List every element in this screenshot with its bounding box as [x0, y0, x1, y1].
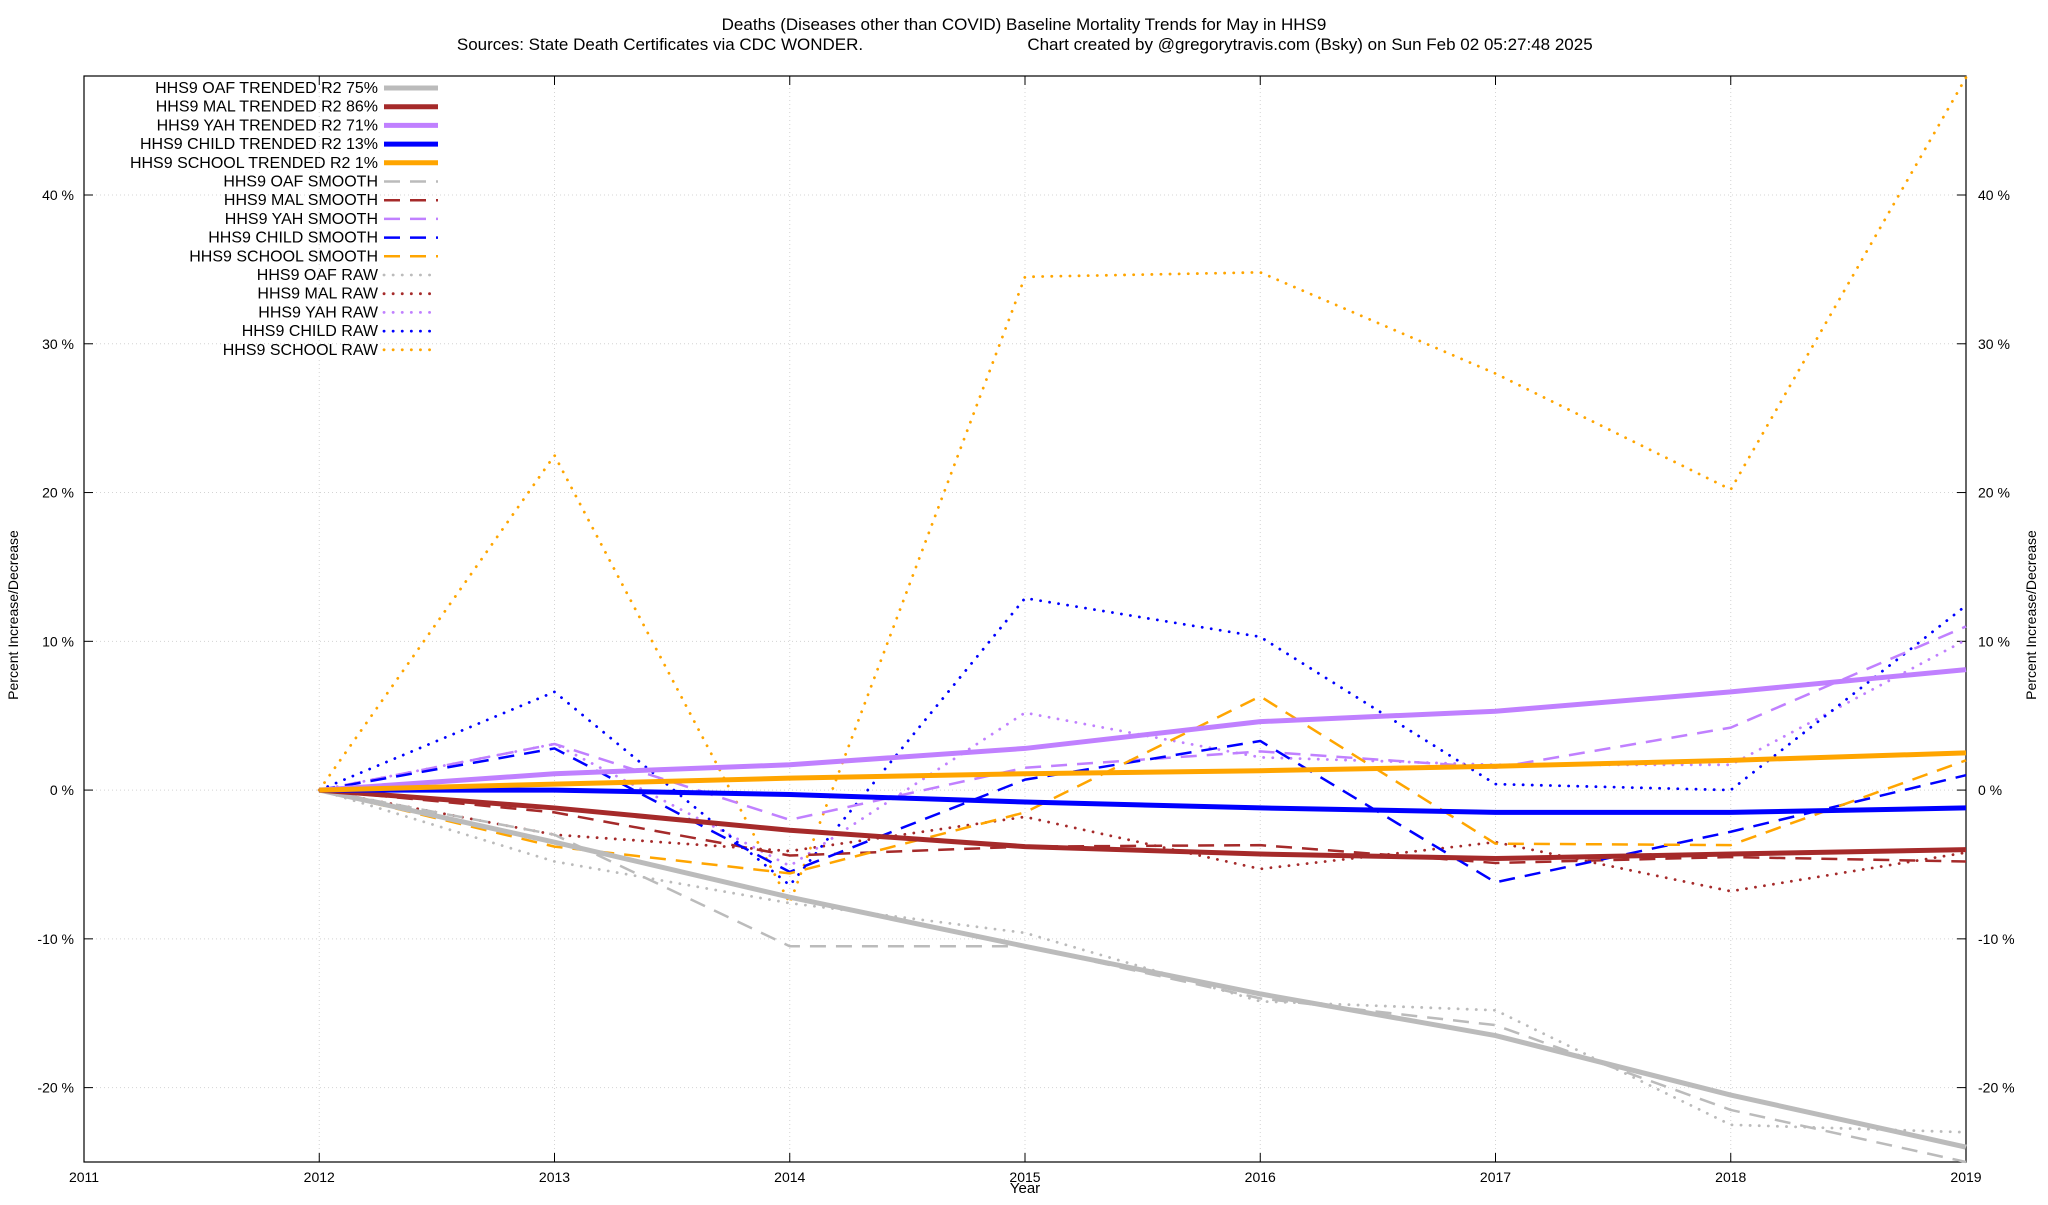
legend-label: HHS9 MAL TRENDED R2 86% — [156, 99, 378, 116]
y-tick-label: 10 % — [42, 633, 74, 649]
legend-label: HHS9 SCHOOL RAW — [223, 342, 379, 359]
y-tick-label: 0 % — [50, 782, 74, 798]
x-tick-label: 2016 — [1245, 1169, 1276, 1185]
y2-tick-label: -10 % — [1978, 931, 2015, 947]
y-tick-label: 20 % — [42, 485, 74, 501]
series-line-hhs9-oaf-raw — [317, 788, 1968, 1134]
legend-label: HHS9 YAH SMOOTH — [225, 211, 378, 228]
series-line-hhs9-yah-trended-r2-71 — [319, 667, 1967, 793]
y2-tick-label: 10 % — [1978, 633, 2010, 649]
series-line-hhs9-oaf-trended-r2-75 — [318, 787, 1967, 1150]
legend-label: HHS9 OAF TRENDED R2 75% — [155, 80, 378, 97]
chart-subtitle-credit: Chart created by @gregorytravis.com (Bsk… — [1027, 35, 1592, 54]
series-line-hhs9-mal-smooth — [319, 788, 1967, 865]
legend-label: HHS9 CHILD RAW — [242, 323, 379, 340]
series-line-hhs9-school-trended-r2-1 — [319, 750, 1967, 793]
series-line-hhs9-mal-trended-r2-86 — [319, 787, 1967, 862]
y2-tick-label: -20 % — [1978, 1080, 2015, 1096]
legend-label: HHS9 MAL RAW — [257, 286, 379, 303]
y-tick-label: -20 % — [37, 1080, 74, 1096]
y2-tick-label: 30 % — [1978, 336, 2010, 352]
x-tick-label: 2017 — [1480, 1169, 1511, 1185]
legend-label: HHS9 YAH TRENDED R2 71% — [157, 117, 378, 134]
chart-title: Deaths (Diseases other than COVID) Basel… — [722, 15, 1327, 34]
series-line-hhs9-yah-smooth — [319, 625, 1967, 822]
legend-label: HHS9 SCHOOL SMOOTH — [189, 248, 378, 265]
x-tick-label: 2018 — [1715, 1169, 1746, 1185]
series-line-hhs9-yah-raw — [317, 638, 1968, 868]
x-tick-label: 2019 — [1950, 1169, 1981, 1185]
legend-label: HHS9 YAH RAW — [258, 304, 379, 321]
y2-tick-label: 0 % — [1978, 782, 2002, 798]
x-tick-label: 2011 — [69, 1169, 99, 1185]
legend-label: HHS9 OAF SMOOTH — [223, 174, 378, 191]
y2-tick-label: 40 % — [1978, 187, 2010, 203]
x-tick-label: 2013 — [539, 1169, 570, 1185]
legend-label: HHS9 CHILD TRENDED R2 13% — [140, 136, 378, 153]
legend: HHS9 OAF TRENDED R2 75% HHS9 MAL TRENDED … — [130, 80, 440, 359]
chart-subtitle-source: Sources: State Death Certificates via CD… — [457, 35, 863, 54]
x-tick-label: 2012 — [304, 1169, 335, 1185]
series-layer — [317, 76, 1968, 1164]
y-tick-label: 30 % — [42, 336, 74, 352]
x-axis-label: Year — [1010, 1180, 1040, 1197]
y2-tick-label: 20 % — [1978, 485, 2010, 501]
series-line-hhs9-school-smooth — [318, 695, 1967, 875]
axis-layer: 2011 2012 2013 2014 2015 2016 2017 2018 2019 -20 … — [37, 75, 2015, 1185]
series-line-hhs9-school-raw — [317, 76, 1968, 905]
series-line-hhs9-child-smooth — [319, 739, 1967, 884]
legend-label: HHS9 CHILD SMOOTH — [208, 230, 378, 247]
y2-axis-label: Percent Increase/Decrease — [2023, 530, 2039, 700]
y-tick-label: 40 % — [42, 187, 74, 203]
series-line-hhs9-mal-raw — [317, 788, 1968, 893]
x-tick-label: 2014 — [774, 1169, 805, 1185]
legend-label: HHS9 OAF RAW — [257, 267, 379, 284]
grid-layer — [83, 76, 1967, 1162]
series-line-hhs9-child-trended-r2-13 — [319, 787, 1967, 815]
y-tick-label: -10 % — [37, 931, 74, 947]
x-tick-label: 2015 — [1009, 1169, 1040, 1185]
legend-label: HHS9 SCHOOL TRENDED R2 1% — [130, 155, 378, 172]
legend-label: HHS9 MAL SMOOTH — [224, 192, 378, 209]
y-axis-label: Percent Increase/Decrease — [5, 530, 21, 700]
